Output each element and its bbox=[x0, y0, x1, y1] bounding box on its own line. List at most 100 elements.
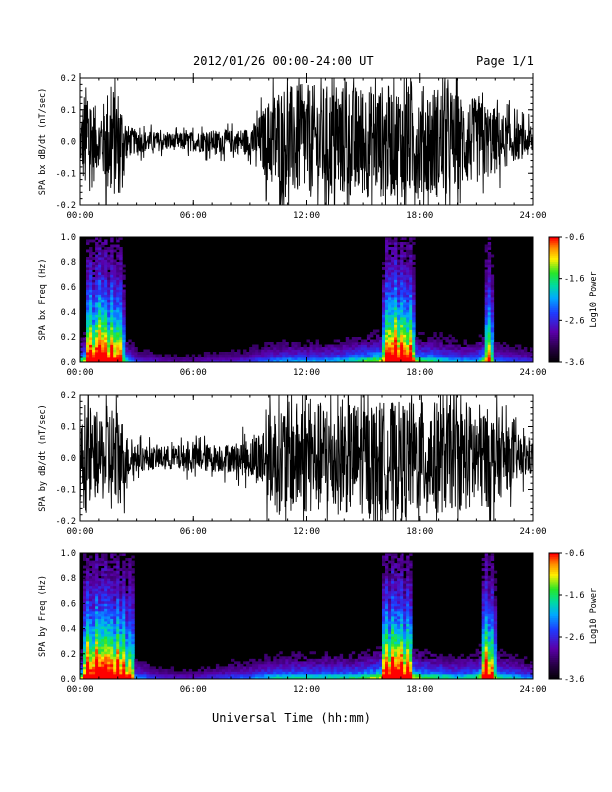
spectrogram-cell bbox=[249, 347, 253, 350]
spectrogram-cell bbox=[110, 646, 114, 650]
spectrogram-cell bbox=[436, 349, 440, 353]
spectrogram-cell bbox=[110, 249, 114, 253]
spectrogram-cell bbox=[291, 359, 295, 363]
spectrogram-cell bbox=[125, 636, 129, 640]
spectrogram-cell bbox=[345, 671, 350, 675]
spectrogram-cell bbox=[484, 359, 489, 363]
spectrogram-cell bbox=[83, 658, 87, 662]
spectrogram-cell bbox=[460, 661, 464, 665]
spectrogram-cell bbox=[101, 631, 105, 635]
spectrogram-cell bbox=[131, 342, 135, 345]
spectrogram-cell bbox=[406, 563, 410, 566]
spectrogram-cell bbox=[415, 653, 419, 657]
spectrogram-cell bbox=[445, 658, 449, 662]
spectrogram-cell bbox=[385, 287, 389, 290]
spectrogram-cell bbox=[95, 299, 99, 303]
spectrogram-cell bbox=[505, 344, 510, 348]
spectrogram-cell bbox=[89, 304, 93, 308]
spectrogram-cell bbox=[315, 666, 319, 670]
spectrogram-cell bbox=[80, 661, 84, 665]
spectrogram-cell bbox=[360, 347, 365, 350]
spectrogram-cell bbox=[104, 598, 108, 602]
spectrogram-cell bbox=[442, 661, 446, 665]
spectrogram-cell bbox=[496, 653, 501, 657]
spectrogram-cell bbox=[481, 668, 486, 672]
spectrogram-cell bbox=[409, 257, 413, 260]
spectrogram-cell bbox=[89, 299, 93, 303]
spectrogram-cell bbox=[400, 287, 404, 290]
spectrogram-cell bbox=[484, 575, 489, 579]
spectrogram-cell bbox=[212, 673, 217, 677]
spectrogram-cell bbox=[409, 656, 413, 660]
spectrogram-cell bbox=[95, 297, 99, 300]
spectrogram-cell bbox=[86, 638, 90, 642]
spectrogram-cell bbox=[107, 658, 111, 662]
spectrogram-cell bbox=[394, 590, 398, 594]
spectrogram-cell bbox=[357, 671, 362, 675]
spectrogram-cell bbox=[92, 628, 96, 632]
spectrogram-cell bbox=[122, 621, 126, 624]
spectrogram-cell bbox=[406, 663, 410, 667]
spectrogram-cell bbox=[98, 354, 102, 358]
spectrogram-cell bbox=[388, 661, 392, 665]
spectrogram-cell bbox=[430, 352, 434, 355]
spectrogram-cell bbox=[107, 302, 111, 305]
spectrogram-cell bbox=[484, 354, 489, 358]
spectrogram-cell bbox=[397, 651, 401, 655]
spectrogram-cell bbox=[487, 568, 492, 572]
spectrogram-cell bbox=[116, 319, 120, 323]
spectrogram-cell bbox=[95, 638, 99, 642]
spectrogram-cell bbox=[366, 344, 371, 348]
spectrogram-cell bbox=[481, 588, 486, 592]
spectrogram-cell bbox=[122, 344, 126, 348]
spectrogram-cell bbox=[439, 352, 443, 355]
spectrogram-cell bbox=[397, 317, 401, 320]
spectrogram-cell bbox=[312, 344, 316, 348]
spectrogram-cell bbox=[119, 254, 123, 258]
spectrogram-cell bbox=[98, 560, 102, 564]
spectrogram-cell bbox=[487, 671, 492, 675]
spectrogram-cell bbox=[400, 274, 404, 278]
spectrogram-cell bbox=[234, 673, 238, 677]
spectrogram-cell bbox=[131, 349, 135, 353]
spectrogram-cell bbox=[291, 673, 295, 677]
spectrogram-cell bbox=[176, 671, 181, 675]
spectrogram-cell bbox=[469, 349, 473, 353]
spectrogram-cell bbox=[397, 613, 401, 617]
spectrogram-cell bbox=[122, 284, 126, 288]
spectrogram-cell bbox=[409, 676, 413, 680]
spectrogram-cell bbox=[104, 560, 108, 564]
spectrogram-cell bbox=[110, 314, 114, 318]
spectrogram-cell bbox=[388, 560, 392, 564]
spectrogram-cell bbox=[291, 344, 295, 348]
spectrogram-cell bbox=[466, 658, 470, 662]
spectrogram-cell bbox=[101, 297, 105, 300]
spectrogram-cell bbox=[418, 352, 422, 355]
spectrogram-cell bbox=[442, 673, 446, 677]
spectrogram-cell bbox=[385, 663, 389, 667]
spectrogram-cell bbox=[98, 352, 102, 355]
spectrogram-cell bbox=[484, 553, 489, 556]
spectrogram-cell bbox=[388, 573, 392, 577]
spectrogram-cell bbox=[403, 628, 407, 632]
spectrogram-cell bbox=[403, 668, 407, 672]
spectrogram-cell bbox=[424, 671, 428, 675]
spectrogram-cell bbox=[104, 324, 108, 328]
spectrogram-cell bbox=[348, 668, 353, 672]
spectrogram-cell bbox=[101, 583, 105, 587]
spectrogram-cell bbox=[388, 603, 392, 607]
spectrogram-cell bbox=[391, 339, 395, 343]
spectrogram-cell bbox=[520, 354, 525, 358]
spectrogram-cell bbox=[113, 668, 117, 672]
spectrogram-cell bbox=[469, 661, 473, 665]
spectrogram-cell bbox=[436, 347, 440, 350]
spectrogram-cell bbox=[481, 613, 486, 617]
spectrogram-cell bbox=[421, 344, 425, 348]
spectrogram-cell bbox=[385, 337, 389, 340]
spectrogram-cell bbox=[502, 663, 507, 667]
spectrogram-cell bbox=[95, 344, 99, 348]
spectrogram-cell bbox=[394, 292, 398, 295]
spectrogram-cell bbox=[385, 312, 389, 315]
spectrogram-cell bbox=[218, 668, 223, 672]
spectrogram-cell bbox=[445, 352, 449, 355]
